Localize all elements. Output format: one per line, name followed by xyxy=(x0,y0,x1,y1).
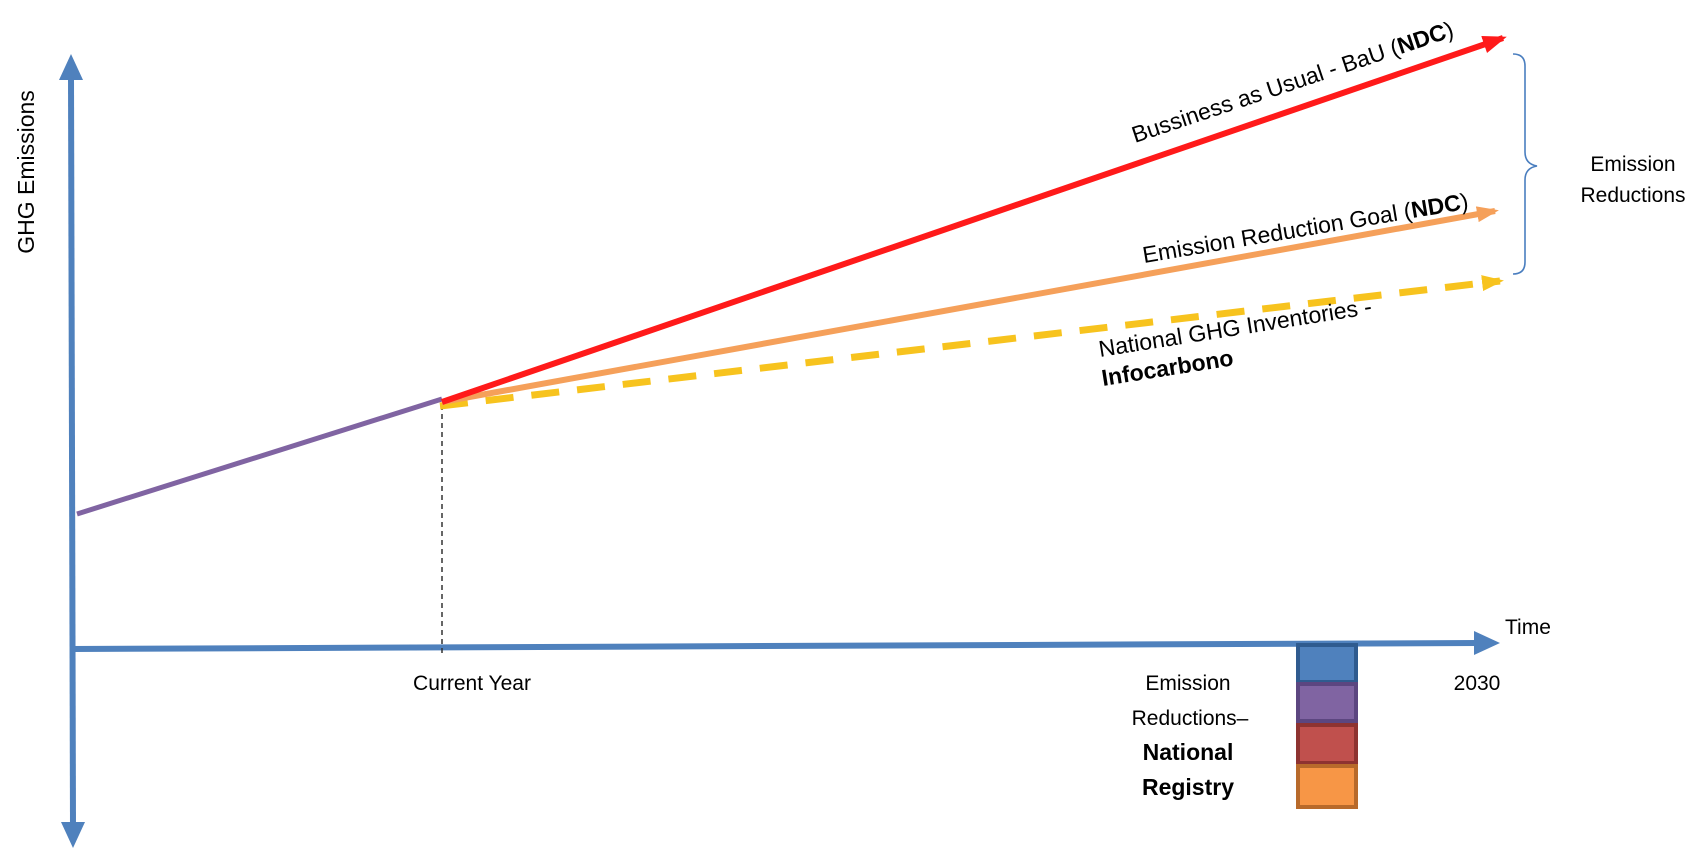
registry-block-orange xyxy=(1296,764,1358,809)
registry-block-red xyxy=(1296,723,1358,765)
registry-blocks xyxy=(1296,643,1358,809)
y-axis-bottom-arrow-icon xyxy=(61,822,85,848)
registry-block-blue xyxy=(1296,643,1358,684)
bau-line xyxy=(441,35,1507,405)
registry-block-purple xyxy=(1296,682,1358,723)
registry-label-line2: Reductions– xyxy=(1132,707,1249,730)
registry-label-line4: Registry xyxy=(1142,774,1234,800)
emission-reductions-brace xyxy=(1512,53,1538,275)
historical-emissions-line xyxy=(76,396,443,517)
y-axis-top-arrow-icon xyxy=(59,54,83,80)
y-axis-label: GHG Emissions xyxy=(13,90,39,254)
current-year-label: Current Year xyxy=(413,672,531,695)
x-axis xyxy=(70,631,1500,655)
end-year-label: 2030 xyxy=(1454,672,1501,695)
x-axis-label: Time xyxy=(1505,616,1551,639)
registry-label-line1: Emission xyxy=(1145,672,1230,695)
inventory-line xyxy=(439,275,1504,410)
goal-line xyxy=(441,206,1499,405)
inventory-label-line1: National GHG Inventories - xyxy=(1097,293,1374,362)
goal-label: Emission Reduction Goal (NDC) xyxy=(1141,188,1471,268)
bau-label: Bussiness as Usual - BaU (NDC) xyxy=(1128,16,1456,148)
x-axis-arrow-icon xyxy=(1474,631,1500,655)
registry-label-line3: National xyxy=(1143,739,1234,765)
brace-label-line2: Reductions xyxy=(1580,184,1685,207)
y-axis xyxy=(59,54,85,848)
brace-label-line1: Emission xyxy=(1590,153,1675,176)
